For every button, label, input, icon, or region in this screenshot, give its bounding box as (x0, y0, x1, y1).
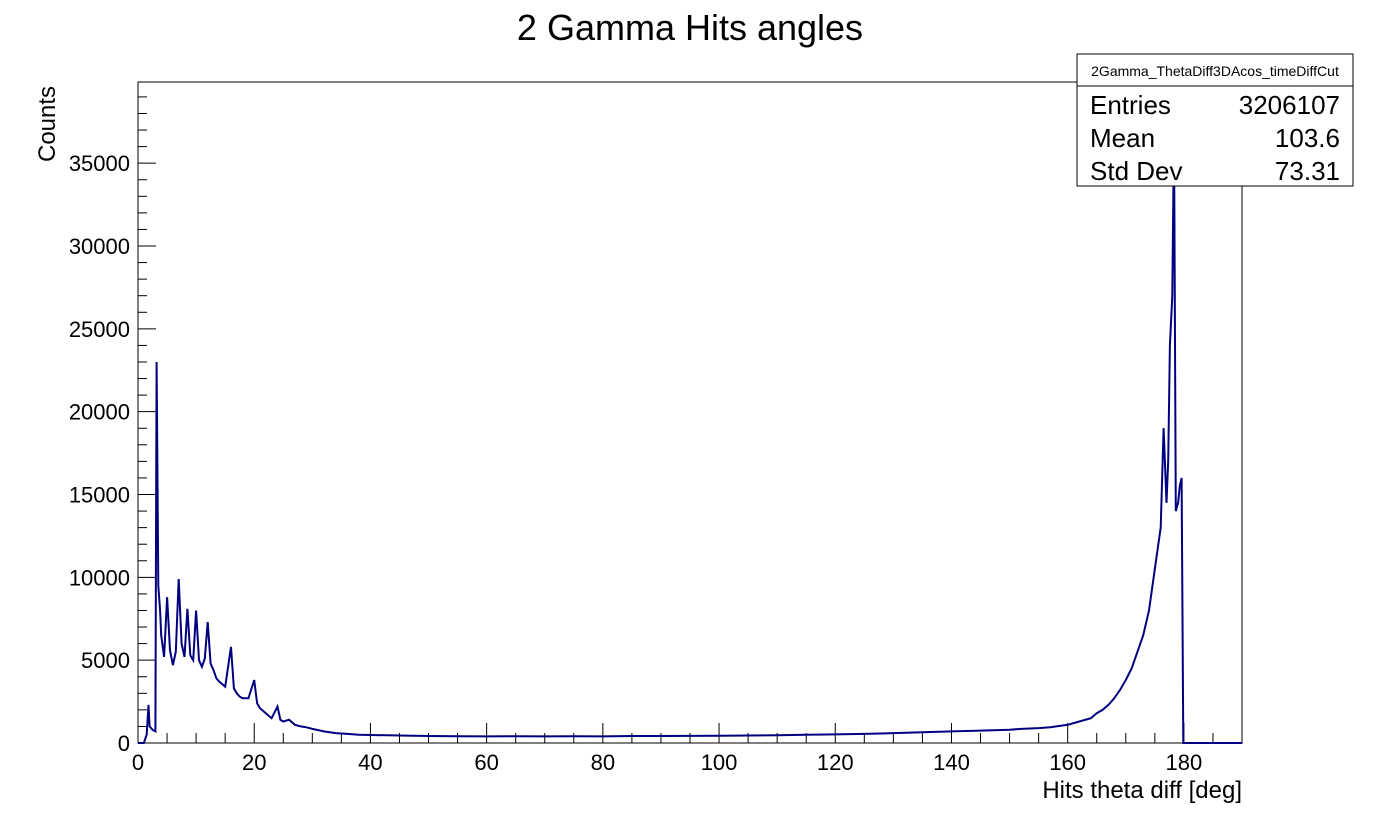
y-tick-label: 5000 (81, 648, 130, 673)
chart-title: 2 Gamma Hits angles (517, 7, 863, 48)
y-tick-label: 20000 (69, 400, 130, 425)
y-axis-title: Counts (34, 86, 61, 162)
x-axis: 0 20 40 60 80 100 120 140 160 180 (132, 723, 1243, 775)
x-tick-label: 100 (701, 750, 738, 775)
x-tick-label: 60 (474, 750, 498, 775)
y-tick-label: 35000 (69, 151, 130, 176)
stats-entries-value: 3206107 (1239, 90, 1340, 120)
stats-stddev-value: 73.31 (1275, 156, 1340, 186)
y-axis: 0 5000 10000 15000 20000 25000 30000 35000 (69, 96, 156, 756)
y-tick-label: 30000 (69, 234, 130, 259)
x-tick-label: 160 (1049, 750, 1086, 775)
x-tick-label: 80 (591, 750, 615, 775)
stats-box: 2Gamma_ThetaDiff3DAcos_timeDiffCut Entri… (1076, 53, 1354, 187)
stats-entries-label: Entries (1090, 90, 1171, 120)
y-tick-label: 15000 (69, 483, 130, 508)
y-tick-label: 0 (118, 731, 130, 756)
stats-box-name: 2Gamma_ThetaDiff3DAcos_timeDiffCut (1091, 63, 1339, 79)
x-axis-title: Hits theta diff [deg] (1042, 777, 1242, 804)
x-tick-label: 120 (817, 750, 854, 775)
x-tick-label: 180 (1166, 750, 1203, 775)
histogram-line (138, 129, 1242, 744)
x-tick-label: 20 (242, 750, 266, 775)
x-tick-label: 0 (132, 750, 144, 775)
y-tick-label: 10000 (69, 565, 130, 590)
stats-mean-label: Mean (1090, 123, 1155, 153)
x-tick-label: 140 (933, 750, 970, 775)
x-tick-label: 40 (358, 750, 382, 775)
y-tick-label: 25000 (69, 317, 130, 342)
stats-stddev-label: Std Dev (1090, 156, 1183, 186)
stats-mean-value: 103.6 (1275, 123, 1340, 153)
plot-frame (137, 81, 1243, 744)
